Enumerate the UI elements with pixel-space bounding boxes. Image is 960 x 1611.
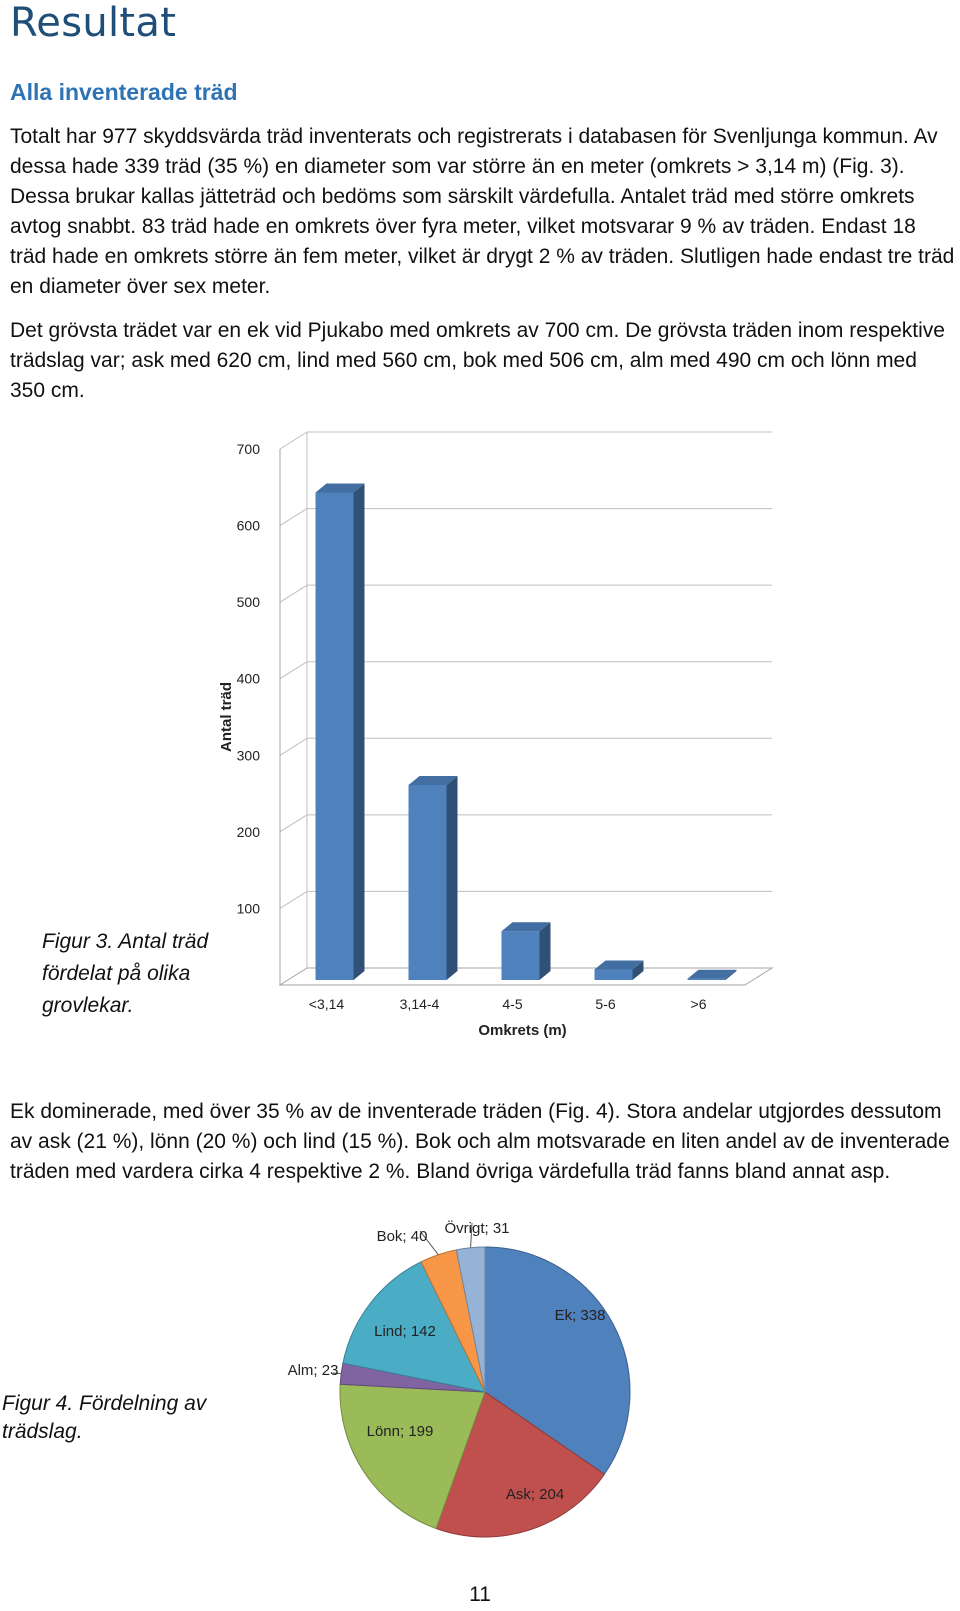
chart-floor <box>278 967 774 986</box>
paragraph-2: Det grövsta trädet var en ek vid Pjukabo… <box>10 319 945 402</box>
pie-slice <box>484 1246 631 1475</box>
pie-slice <box>455 1246 486 1393</box>
bar-side <box>632 960 644 980</box>
y-tick-label: 200 <box>237 824 261 840</box>
gridline-side <box>279 584 308 603</box>
y-tick-label: 700 <box>237 441 261 457</box>
bar-side <box>446 775 458 980</box>
paragraph-1: Totalt har 977 skyddsvärda träd inventer… <box>10 125 955 298</box>
bar-side <box>539 922 551 980</box>
pie-slice <box>339 1383 486 1530</box>
pie-label: Ask; 204 <box>506 1486 564 1503</box>
pie-slice <box>339 1362 486 1393</box>
bar-front <box>594 969 633 980</box>
pie-label: Lind; 142 <box>374 1323 436 1340</box>
gridline-side <box>279 967 308 986</box>
leader-line <box>419 1230 439 1256</box>
bar-top <box>408 775 458 785</box>
bar-side <box>725 969 737 980</box>
figure-4-caption: Figur 4. Fördelning av trädslag. <box>2 1392 207 1443</box>
bar-front <box>687 978 726 980</box>
gridline-side <box>279 661 308 680</box>
pie-slice <box>342 1261 486 1393</box>
pie-label: Bok; 40 <box>377 1228 428 1245</box>
bar-side <box>353 483 365 980</box>
bar-front <box>501 931 540 980</box>
x-tick-label: 5-6 <box>595 996 615 1012</box>
bar-front <box>315 492 354 980</box>
leader-line <box>332 1372 342 1375</box>
page-title: Resultat <box>10 0 177 46</box>
pie-label: Lönn; 199 <box>367 1423 434 1440</box>
pie-slice <box>420 1249 486 1393</box>
page-number: 11 <box>469 1583 491 1606</box>
pie-label: Ek; 338 <box>555 1307 606 1324</box>
bar-top <box>315 483 365 493</box>
bar-front <box>408 784 447 980</box>
y-tick-label: 400 <box>237 671 261 687</box>
pie-label: Övrigt; 31 <box>444 1219 509 1237</box>
y-tick-label: 600 <box>237 518 261 534</box>
pie-label: Alm; 23 <box>288 1362 339 1379</box>
bar-top <box>687 969 737 979</box>
y-tick-label: 500 <box>237 594 261 610</box>
x-tick-label: <3,14 <box>309 996 345 1012</box>
gridline-side <box>279 891 308 909</box>
pie-slice <box>435 1391 606 1538</box>
y-axis-title: Antal träd <box>218 682 235 752</box>
bar-top <box>501 922 551 932</box>
x-tick-label: 4-5 <box>502 996 522 1012</box>
y-tick-label: 300 <box>237 747 261 763</box>
x-tick-label: >6 <box>691 996 707 1012</box>
x-tick-label: 3,14-4 <box>400 996 440 1012</box>
x-axis-title: Omkrets (m) <box>478 1022 566 1039</box>
section-heading: Alla inventerade träd <box>10 79 238 105</box>
gridline-side <box>279 431 308 450</box>
figure-3-caption: Figur 3. Antal träd fördelat på olika gr… <box>42 930 209 1017</box>
bar-top <box>594 960 644 970</box>
paragraph-3: Ek dominerade, med över 35 % av de inven… <box>10 1100 950 1183</box>
gridline-side <box>279 737 308 756</box>
gridline-side <box>279 508 308 526</box>
leader-line <box>470 1222 473 1248</box>
y-tick-label: 100 <box>237 900 261 916</box>
gridline-side <box>279 814 308 833</box>
